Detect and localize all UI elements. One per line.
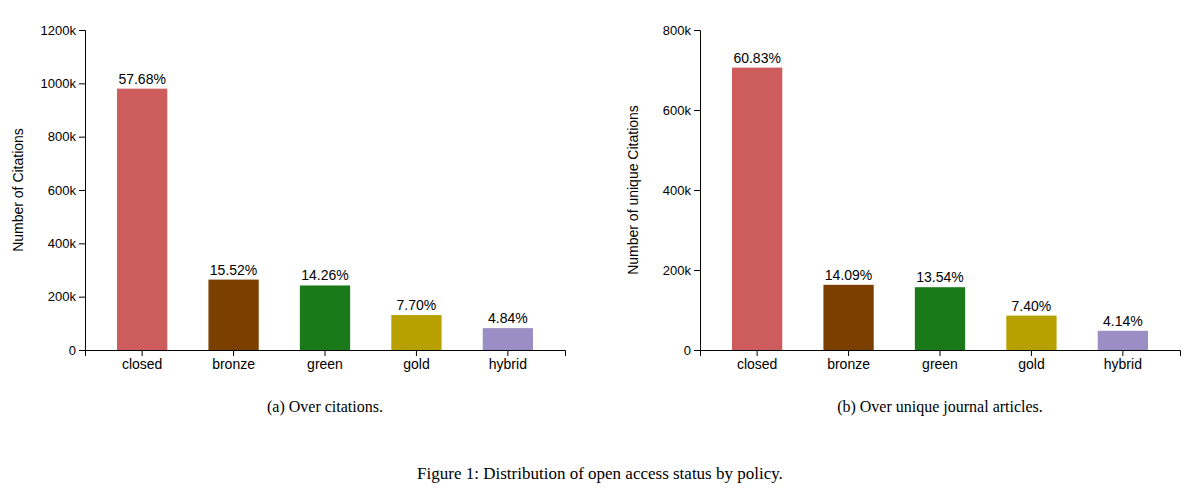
bar-label: 13.54% [916, 269, 963, 285]
y-tick-label: 400k [48, 236, 77, 251]
y-tick-mark [694, 270, 700, 271]
y-axis: 0 200k 400k 600k 800k 1000k 1200k [41, 23, 86, 358]
y-tick-mark [79, 297, 85, 298]
y-tick-mark [79, 137, 85, 138]
y-tick: 0 [69, 343, 85, 358]
x-tick-label: hybrid [1104, 356, 1142, 372]
y-tick-mark [694, 350, 700, 351]
bar-label: 60.83% [733, 50, 780, 66]
y-tick: 800k [663, 23, 700, 38]
y-tick-label: 0 [684, 343, 691, 358]
bar [391, 315, 441, 350]
y-tick-mark [79, 30, 85, 31]
x-tick: green [922, 350, 958, 372]
y-tick: 200k [48, 289, 85, 304]
y-tick-label: 600k [48, 183, 77, 198]
x-tick: bronze [827, 350, 870, 372]
x-tick: closed [737, 350, 777, 372]
axis-line [694, 31, 701, 351]
bar-label: 14.09% [825, 267, 872, 283]
bar [300, 285, 350, 350]
x-tick-label: green [307, 356, 343, 372]
bar [823, 285, 873, 350]
x-tick: hybrid [1104, 350, 1142, 372]
x-tick: green [307, 350, 343, 372]
bar-label: 4.14% [1103, 313, 1143, 329]
y-tick-mark [694, 30, 700, 31]
bar-label: 7.40% [1012, 298, 1052, 314]
y-tick: 200k [663, 263, 700, 278]
subtitle: (a) Over citations. [267, 398, 383, 416]
bar-labels: 60.83% 14.09% 13.54% 7.40% 4.14% [733, 50, 1142, 329]
x-tick-label: bronze [827, 356, 870, 372]
x-tick: gold [1018, 350, 1044, 372]
y-tick-mark [79, 350, 85, 351]
y-tick-mark [79, 190, 85, 191]
panel: 60.83% 14.09% 13.54% 7.40% 4.14% 0 200k 400k 600… [625, 23, 1181, 416]
y-tick-label: 400k [663, 183, 692, 198]
y-tick-label: 200k [48, 289, 77, 304]
bar [915, 287, 965, 350]
bar-labels: 57.68% 15.52% 14.26% 7.70% 4.84% [118, 71, 527, 326]
x-tick-label: closed [737, 356, 777, 372]
x-tick-label: gold [403, 356, 429, 372]
bars [732, 68, 1148, 350]
y-tick-label: 200k [663, 263, 692, 278]
bar-label: 15.52% [210, 262, 257, 278]
figure-title: Figure 1: Distribution of open access st… [417, 464, 783, 483]
x-axis: closed bronze green gold hybrid [701, 350, 1181, 372]
x-tick-label: gold [1018, 356, 1044, 372]
y-tick-label: 600k [663, 103, 692, 118]
x-axis: closed bronze green gold hybrid [86, 350, 566, 372]
subtitle: (b) Over unique journal articles. [837, 398, 1043, 416]
panel: 57.68% 15.52% 14.26% 7.70% 4.84% 0 200k 400k 600… [10, 23, 566, 416]
bar [483, 328, 533, 350]
y-axis-title: Number of unique Citations [625, 105, 641, 275]
bar [208, 280, 258, 350]
axis-line [79, 31, 86, 351]
y-tick-label: 0 [69, 343, 76, 358]
x-tick: gold [403, 350, 429, 372]
bar-label: 7.70% [397, 297, 437, 313]
y-axis: 0 200k 400k 600k 800k [663, 23, 701, 358]
y-tick: 800k [48, 129, 85, 144]
y-tick: 600k [48, 183, 85, 198]
y-tick-mark [79, 83, 85, 84]
bar-label: 4.84% [488, 310, 528, 326]
y-tick-mark [79, 243, 85, 244]
y-tick: 600k [663, 103, 700, 118]
y-tick-mark [694, 110, 700, 111]
y-tick-label: 1000k [41, 76, 77, 91]
y-tick: 400k [663, 183, 700, 198]
x-tick-label: bronze [212, 356, 255, 372]
bar [1098, 331, 1148, 350]
y-axis-title: Number of Citations [10, 128, 26, 252]
bar-label: 57.68% [118, 71, 165, 87]
y-tick-mark [694, 190, 700, 191]
bar-label: 14.26% [301, 267, 348, 283]
bar [732, 68, 782, 350]
y-tick: 400k [48, 236, 85, 251]
bar [1006, 316, 1056, 350]
x-tick-label: green [922, 356, 958, 372]
x-tick-label: closed [122, 356, 162, 372]
y-tick-label: 800k [48, 129, 77, 144]
x-tick: bronze [212, 350, 255, 372]
figure: Figure 1: Distribution of open access st… [0, 0, 1200, 493]
y-tick: 1000k [41, 76, 85, 91]
x-tick: hybrid [489, 350, 527, 372]
y-tick: 1200k [41, 23, 85, 38]
y-tick-label: 1200k [41, 23, 77, 38]
y-tick: 0 [684, 343, 700, 358]
x-tick: closed [122, 350, 162, 372]
y-tick-label: 800k [663, 23, 692, 38]
bars [117, 89, 533, 350]
bar [117, 89, 167, 350]
x-tick-label: hybrid [489, 356, 527, 372]
